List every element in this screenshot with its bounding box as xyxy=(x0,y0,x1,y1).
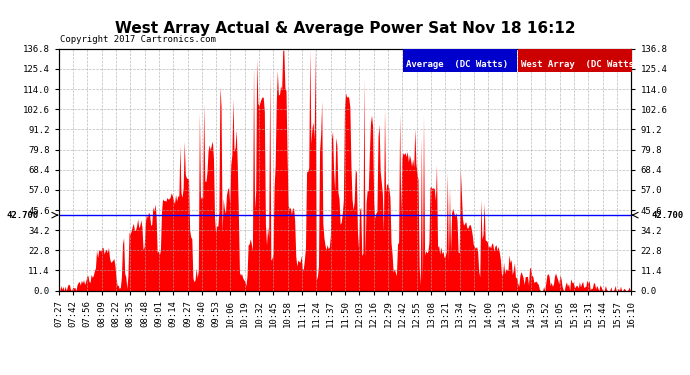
Text: Average  (DC Watts): Average (DC Watts) xyxy=(406,60,508,69)
Text: 42.700: 42.700 xyxy=(7,211,39,220)
Text: Copyright 2017 Cartronics.com: Copyright 2017 Cartronics.com xyxy=(60,35,216,44)
Text: West Array Actual & Average Power Sat Nov 18 16:12: West Array Actual & Average Power Sat No… xyxy=(115,21,575,36)
Text: 42.700: 42.700 xyxy=(652,211,684,220)
Text: West Array  (DC Watts): West Array (DC Watts) xyxy=(521,60,639,69)
